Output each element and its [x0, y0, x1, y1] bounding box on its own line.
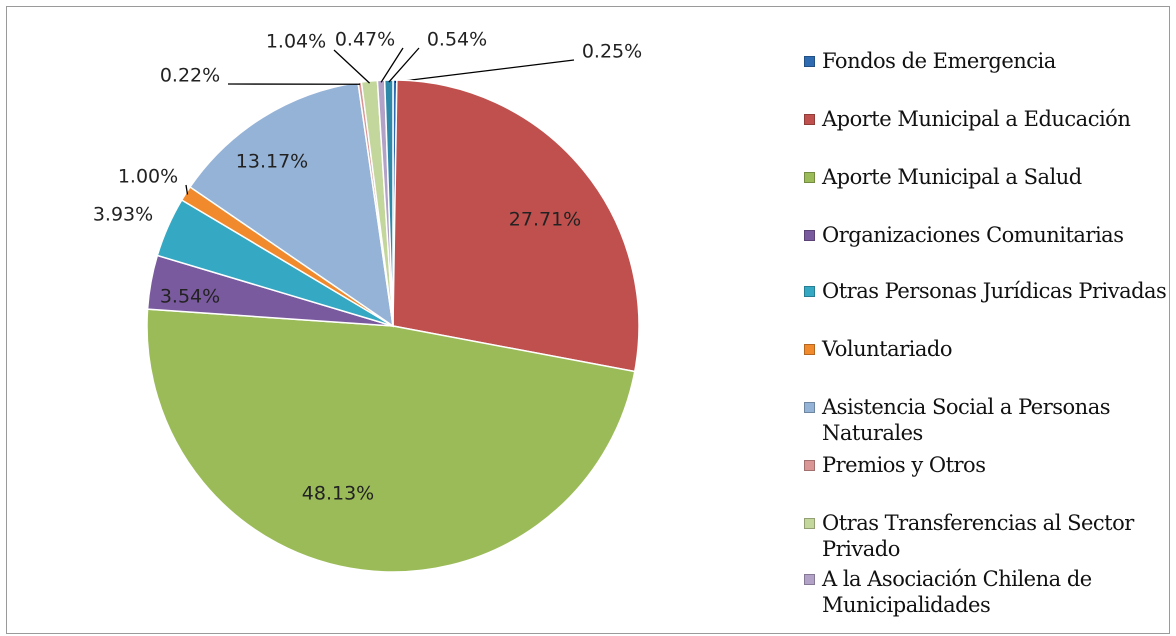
legend-swatch — [804, 518, 815, 529]
data-label: 0.54% — [427, 29, 487, 51]
chart-frame — [6, 6, 1170, 634]
leader-line — [394, 59, 575, 83]
legend-label: Aporte Municipal a Educación — [822, 107, 1131, 131]
legend-entry: A la Asociación Chilena de Municipalidad… — [800, 566, 1170, 618]
legend-entry: Premios y Otros — [800, 452, 1170, 478]
legend-swatch — [804, 460, 815, 471]
data-label: 0.25% — [582, 41, 642, 63]
legend-label: Otras Personas Jurídicas Privadas — [822, 279, 1167, 303]
legend-label: Aporte Municipal a Salud — [822, 165, 1082, 189]
data-label: 3.54% — [160, 286, 220, 308]
legend-swatch — [804, 344, 815, 355]
pie-slice — [189, 81, 394, 328]
data-label: 0.47% — [335, 29, 395, 51]
pie-slice — [146, 308, 636, 573]
legend-label: Premios y Otros — [822, 453, 986, 477]
legend-swatch — [804, 56, 815, 67]
legend-label: Voluntariado — [822, 337, 952, 361]
legend-label: Fondos de Emergencia — [822, 49, 1056, 73]
leader-line — [185, 184, 189, 195]
legend-entry: Otras Personas Jurídicas Privadas — [800, 278, 1170, 304]
legend-entry: Otras Transferencias al Sector Privado — [800, 510, 1170, 562]
data-label: 1.04% — [266, 31, 326, 53]
data-label: 27.71% — [509, 209, 581, 231]
data-label: 0.22% — [160, 65, 220, 87]
legend-label: Otras Transferencias al Sector Privado — [822, 511, 1134, 561]
legend-entry: Aporte Municipal a Educación — [800, 106, 1170, 132]
legend-swatch — [804, 574, 815, 585]
legend-label: Organizaciones Comunitarias — [822, 223, 1124, 247]
data-label: 3.93% — [93, 204, 153, 226]
legend-swatch — [804, 286, 815, 297]
leader-line — [333, 49, 371, 84]
pie-slice — [383, 79, 394, 327]
legend-entry: Organizaciones Comunitarias — [800, 222, 1170, 248]
legend-swatch — [804, 230, 815, 241]
legend-swatch — [804, 402, 815, 413]
legend-label: Asistencia Social a Personas Naturales — [822, 395, 1111, 445]
legend-entry: Asistencia Social a Personas Naturales — [800, 394, 1170, 446]
legend-entry: Aporte Municipal a Salud — [800, 164, 1170, 190]
data-label: 48.13% — [302, 483, 374, 505]
data-label: 1.00% — [118, 166, 178, 188]
legend-entry: Voluntariado — [800, 336, 1170, 362]
legend-swatch — [804, 172, 815, 183]
pie-slice — [392, 79, 640, 373]
legend-entry: Fondos de Emergencia — [800, 48, 1170, 74]
legend-swatch — [804, 114, 815, 125]
data-label: 13.17% — [236, 151, 308, 173]
leader-line — [380, 47, 404, 83]
leader-line — [388, 47, 420, 83]
legend-label: A la Asociación Chilena de Municipalidad… — [822, 567, 1092, 617]
